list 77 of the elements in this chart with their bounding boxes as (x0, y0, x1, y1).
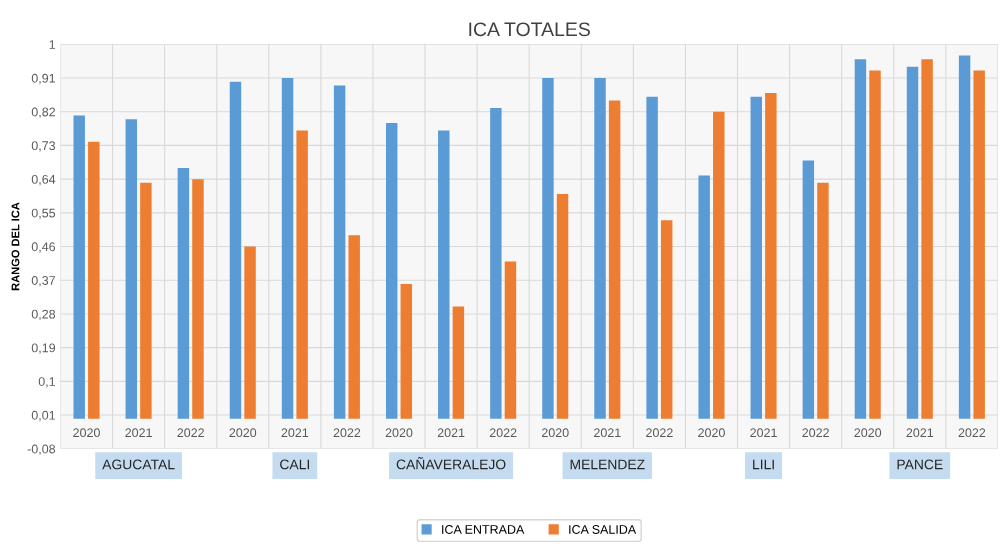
bar (973, 70, 985, 419)
bar (542, 78, 554, 419)
x-tick-label: 2021 (750, 428, 777, 438)
bar (400, 283, 413, 419)
bar (452, 306, 465, 419)
y-tick-label: 0,37 (31, 276, 55, 287)
y-tick-label: 0,46 (31, 242, 56, 253)
x-tick-label: 2022 (177, 428, 204, 438)
bar (504, 261, 517, 419)
text: LILI (753, 459, 774, 470)
x-tick-label: 2022 (802, 428, 829, 438)
bar (713, 111, 725, 419)
x-tick-label: 2022 (646, 428, 673, 438)
text: CAÑAVERALEJO (396, 456, 506, 470)
x-tick-label: 2021 (281, 428, 309, 438)
legend-label: ICA SALIDA (569, 525, 637, 534)
bar (817, 182, 829, 419)
text: MELENDEZ (570, 459, 645, 470)
x-tick-label: 2020 (854, 428, 882, 438)
x-tick-label: 2021 (906, 428, 934, 438)
bar (802, 160, 815, 419)
y-tick-label: 0,01 (31, 410, 56, 422)
bar (125, 119, 138, 419)
bar (958, 55, 971, 419)
chart-title: ICA TOTALES (469, 22, 590, 37)
legend-label: ICA ENTRADA (442, 525, 525, 534)
y-tick-label: -0,08 (27, 444, 56, 455)
y-tick-label: 0,1 (38, 377, 56, 388)
bar (906, 66, 919, 419)
y-tick-label: 0,64 (31, 174, 56, 186)
text: PANCE (897, 459, 943, 470)
x-tick-label: 2021 (437, 428, 465, 438)
y-tick-label: 0,82 (31, 107, 55, 118)
bar (869, 70, 881, 419)
bar (854, 59, 867, 419)
y-tick-label: 0,55 (31, 208, 56, 219)
bar (660, 220, 673, 419)
bar (229, 81, 242, 419)
y-tick-label: 0,19 (31, 343, 56, 354)
bar (140, 182, 152, 419)
bar (921, 59, 933, 419)
bar (646, 96, 658, 419)
bar (281, 78, 294, 419)
bar (88, 141, 100, 419)
text: AGUCATAL (102, 459, 175, 470)
bar (177, 167, 190, 419)
y-tick-label: 0,91 (31, 73, 56, 85)
bar (765, 93, 777, 419)
x-tick-label: 2022 (333, 428, 361, 438)
bar (438, 130, 450, 419)
y-tick-label: 0,28 (31, 309, 56, 321)
x-tick-label: 2022 (958, 428, 986, 438)
bar (385, 122, 398, 419)
bar (192, 179, 204, 419)
y-axis-title: RANGO DEL ICA (11, 202, 20, 291)
x-tick-label: 2020 (73, 428, 100, 438)
bar (333, 85, 346, 419)
x-tick-label: 2020 (698, 428, 725, 438)
bar (750, 96, 762, 419)
x-tick-label: 2021 (594, 428, 621, 438)
x-tick-label: 2020 (385, 428, 413, 438)
bar (490, 107, 502, 419)
bar (244, 246, 256, 419)
y-tick-label: 1 (49, 40, 56, 49)
x-tick-label: 2022 (489, 428, 517, 438)
bar (608, 100, 621, 419)
bar (556, 194, 569, 419)
x-tick-label: 2020 (229, 428, 257, 438)
bar (698, 175, 710, 419)
y-tick-label: 0,73 (31, 141, 56, 152)
x-tick-label: 2021 (125, 428, 152, 438)
bar (296, 130, 308, 419)
text: CALI (280, 459, 309, 470)
bar (348, 235, 360, 419)
bar (73, 115, 85, 419)
x-tick-label: 2020 (541, 428, 569, 438)
bar (594, 78, 606, 419)
